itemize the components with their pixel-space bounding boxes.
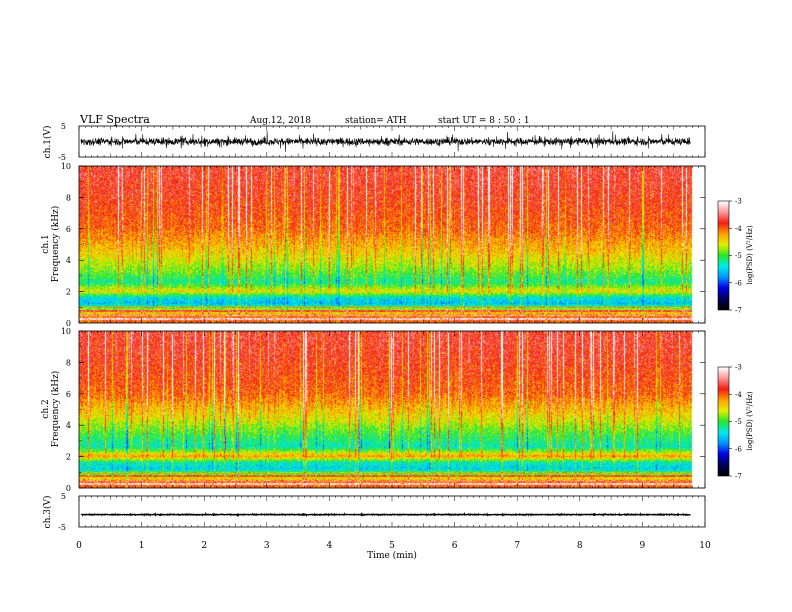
freq-tick-label: 6 (66, 225, 71, 234)
freq-tick-label: 8 (66, 358, 71, 367)
time-axis-ticks (78, 126, 706, 527)
colorbar-tick-label: -5 (735, 418, 742, 426)
colorbar-tick-label: -6 (735, 279, 742, 287)
time-tick-label: 1 (139, 541, 145, 551)
ch1-waveform-trace (80, 131, 691, 152)
start-time-label: start UT = 8 : 50 : 1 (438, 116, 530, 126)
colorbar-tick-label: -5 (735, 252, 742, 260)
freq-tick-label: 10 (61, 327, 71, 336)
ch1-freq-ticks: 0 2 4 6 8 10 (61, 162, 705, 328)
ch3-waveform-trace (80, 511, 691, 518)
colorbar-tick-label: -4 (735, 225, 742, 233)
colorbar-tick-label: -7 (735, 473, 742, 481)
time-tick-label: 5 (389, 541, 395, 551)
colorbar-1-gradient (718, 201, 729, 310)
time-axis-label: Time (min) (367, 550, 417, 561)
time-tick-label: 3 (264, 541, 270, 551)
freq-tick-label: 2 (66, 288, 71, 297)
ch1-spectrogram-image (79, 166, 705, 323)
time-tick-label: 9 (640, 541, 646, 551)
time-tick-label: 6 (452, 541, 458, 551)
ch1-frequency-ylabel: Frequency (kHz) (50, 206, 61, 283)
ch2-spectrogram-panel: 0 2 4 6 8 10 ch.2 Frequency (kHz) (41, 327, 706, 493)
colorbar-2: -3 -4 -5 -6 -7 log(PSD) (V²/Hz) (717, 364, 754, 481)
freq-tick-label: 0 (66, 319, 71, 328)
colorbar-1: -3 -4 -5 -6 -7 log(PSD) (V²/Hz) (717, 198, 754, 315)
freq-tick-label: 4 (66, 421, 71, 430)
freq-tick-label: 4 (66, 256, 71, 265)
figure-title: VLF Spectra (79, 113, 150, 126)
freq-tick-label: 0 (66, 484, 71, 493)
time-tick-label: 4 (327, 541, 333, 551)
colorbar-2-label: log(PSD) (V²/Hz) (746, 391, 754, 450)
colorbar-tick-label: -4 (735, 391, 742, 399)
time-axis-labels: 0 1 2 3 4 5 6 7 8 9 10 (76, 541, 711, 551)
station-label: station= ATH (345, 116, 407, 126)
freq-tick-label: 8 (66, 193, 71, 202)
ch3-ytick-top: 5 (61, 492, 66, 501)
colorbar-tick-label: -7 (735, 307, 742, 315)
time-tick-label: 0 (76, 541, 82, 551)
ch1-ytick-bottom: -5 (58, 153, 66, 162)
ch1-waveform-ylabel: ch.1(V) (42, 126, 53, 159)
ch2-spectrogram-image (79, 331, 705, 488)
time-tick-label: 10 (699, 541, 711, 551)
ch2-freq-ticks: 0 2 4 6 8 10 (61, 327, 705, 493)
ch1-spectrogram-panel: 0 2 4 6 8 10 ch.1 Frequency (kHz) (41, 162, 706, 328)
ch1-ytick-top: 5 (61, 122, 66, 131)
colorbar-tick-label: -3 (735, 364, 742, 372)
colorbar-2-gradient (718, 367, 729, 476)
time-tick-label: 7 (514, 541, 520, 551)
colorbar-1-ticks: -3 -4 -5 -6 -7 (729, 198, 742, 315)
freq-tick-label: 10 (61, 162, 71, 171)
freq-tick-label: 6 (66, 390, 71, 399)
ch3-waveform-ylabel: ch.3(V) (42, 496, 53, 529)
freq-tick-label: 2 (66, 453, 71, 462)
ch2-frequency-ylabel: Frequency (kHz) (50, 371, 61, 448)
colorbar-2-ticks: -3 -4 -5 -6 -7 (729, 364, 742, 481)
colorbar-tick-label: -3 (735, 198, 742, 206)
time-tick-label: 2 (201, 541, 207, 551)
ch3-ytick-bottom: -5 (58, 523, 66, 532)
ch1-spectrogram-ylabel: ch.1 (41, 234, 51, 253)
colorbar-1-label: log(PSD) (V²/Hz) (746, 225, 754, 284)
time-tick-label: 8 (577, 541, 583, 551)
colorbar-tick-label: -6 (735, 445, 742, 453)
ch2-spectrogram-ylabel: ch.2 (41, 399, 51, 418)
date-label: Aug.12, 2018 (249, 116, 311, 126)
